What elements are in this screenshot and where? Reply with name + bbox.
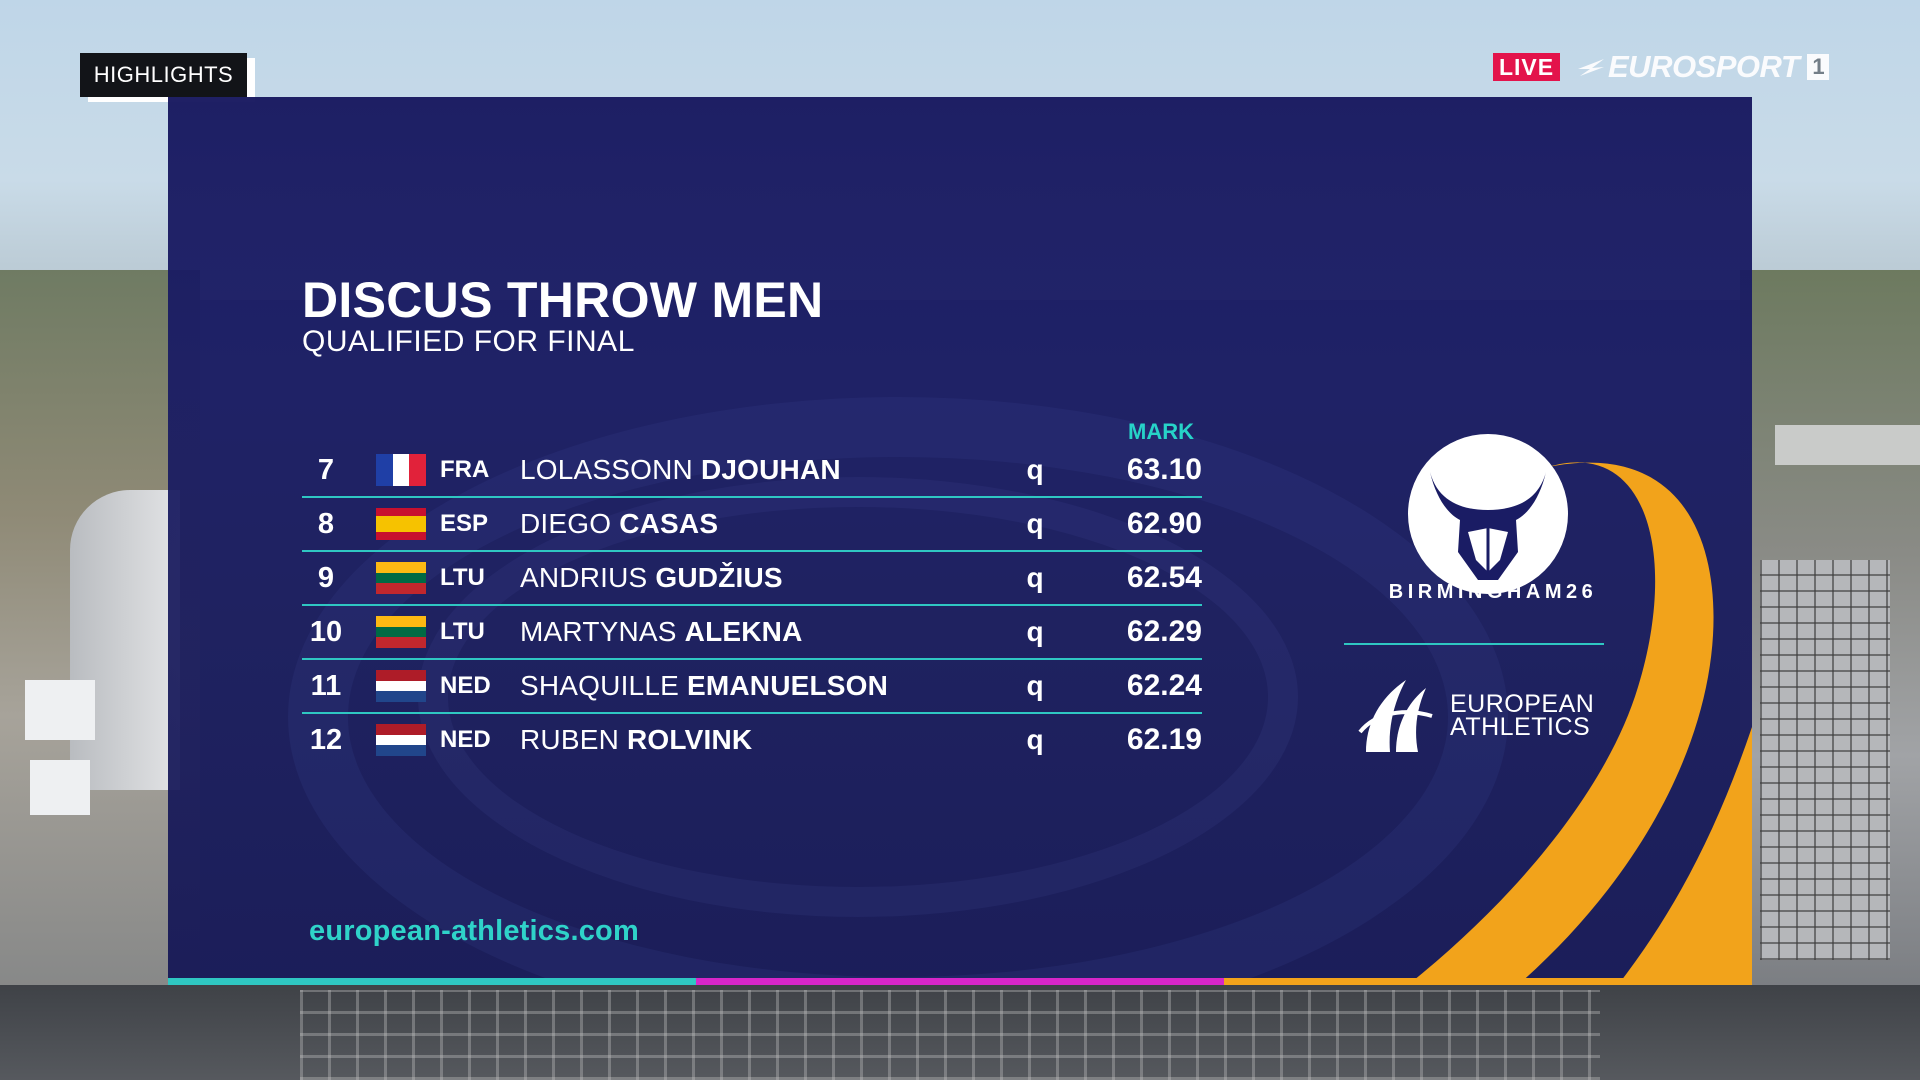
mark-value: 62.19	[1126, 723, 1202, 756]
first-name: LOLASSONN	[520, 454, 693, 485]
country-code: LTU	[440, 618, 485, 645]
org-logo-line2: ATHLETICS	[1450, 713, 1591, 741]
athlete-name: SHAQUILLE EMANUELSON	[520, 670, 1020, 702]
last-name: CASAS	[619, 508, 719, 539]
country-code: NED	[440, 726, 491, 753]
channel-logo: EUROSPORT 1	[1576, 49, 1830, 85]
table-row: 7 FRA LOLASSONN DJOUHAN q 63.10	[302, 444, 1202, 498]
rank: 9	[317, 561, 335, 594]
live-badge: LIVE	[1493, 53, 1560, 81]
ground-bottom	[0, 985, 1920, 1080]
first-name: RUBEN	[520, 724, 620, 755]
first-name: SHAQUILLE	[520, 670, 679, 701]
tricolor-bar	[168, 978, 1752, 985]
qualifier: q	[1026, 562, 1044, 593]
event-title: DISCUS THROW MEN	[302, 272, 824, 328]
mark-value: 62.54	[1126, 561, 1202, 594]
country-code: ESP	[440, 510, 489, 537]
last-name: ROLVINK	[627, 724, 753, 755]
athlete-name: ANDRIUS GUDŽIUS	[520, 562, 1020, 594]
logo-divider	[1344, 643, 1604, 645]
stadium-stand	[70, 490, 180, 790]
flag-lithuania-icon	[376, 616, 426, 648]
org-logo-text: EUROPEAN ATHLETICS	[1450, 690, 1595, 741]
rank: 8	[317, 507, 335, 540]
last-name: DJOUHAN	[700, 454, 841, 485]
birmingham-bull-icon	[1408, 434, 1568, 594]
orange-arc-decoration	[1408, 462, 1752, 985]
country-code: LTU	[440, 564, 485, 591]
scaffold-tower	[1760, 560, 1890, 960]
table-row: 10 LTU MARTYNAS ALEKNA q 62.29	[302, 606, 1202, 660]
athlete-name: RUBEN ROLVINK	[520, 724, 1020, 756]
first-name: DIEGO	[520, 508, 612, 539]
website-url: european-athletics.com	[309, 915, 639, 947]
rank: 10	[309, 615, 343, 648]
first-name: ANDRIUS	[520, 562, 648, 593]
mark-value: 62.29	[1126, 615, 1202, 648]
athlete-name: MARTYNAS ALEKNA	[520, 616, 1020, 648]
athlete-name: LOLASSONN DJOUHAN	[520, 454, 1020, 486]
qualifier: q	[1026, 724, 1044, 755]
qualifier: q	[1026, 616, 1044, 647]
results-table: 7 FRA LOLASSONN DJOUHAN q 63.10 8 ESP DI…	[302, 444, 1202, 766]
flag-spain-icon	[376, 508, 426, 540]
event-logo-text: BIRMINGHAM26	[1388, 581, 1598, 603]
mark-value: 62.24	[1126, 669, 1202, 702]
rank: 7	[317, 453, 335, 486]
rooftops	[1775, 425, 1920, 465]
rank: 12	[309, 723, 343, 756]
channel-number: 1	[1807, 54, 1830, 80]
mark-value: 63.10	[1126, 453, 1202, 486]
scaffolding	[300, 990, 1600, 1080]
last-name: ALEKNA	[684, 616, 803, 647]
highlights-tag: HIGHLIGHTS	[80, 53, 247, 97]
tent	[25, 680, 95, 740]
flag-lithuania-icon	[376, 562, 426, 594]
country-code: NED	[440, 672, 491, 699]
channel-name: EUROSPORT	[1608, 49, 1800, 84]
athlete-name: DIEGO CASAS	[520, 508, 1020, 540]
table-row: 8 ESP DIEGO CASAS q 62.90	[302, 498, 1202, 552]
table-row: 12 NED RUBEN ROLVINK q 62.19	[302, 714, 1202, 766]
mark-column-header: MARK	[1128, 419, 1194, 444]
last-name: GUDŽIUS	[655, 562, 783, 593]
last-name: EMANUELSON	[686, 670, 889, 701]
european-athletics-icon	[1358, 680, 1433, 752]
first-name: MARTYNAS	[520, 616, 677, 647]
flag-france-icon	[376, 454, 426, 486]
event-subtitle: QUALIFIED FOR FINAL	[302, 325, 635, 358]
qualifier: q	[1026, 670, 1044, 701]
flag-netherlands-icon	[376, 724, 426, 756]
qualifier: q	[1026, 454, 1044, 485]
qualifier: q	[1026, 508, 1044, 539]
eurosport-swoosh-icon	[1578, 59, 1604, 76]
rank: 11	[310, 669, 342, 702]
mark-value: 62.90	[1126, 507, 1202, 540]
org-logo-line1: EUROPEAN	[1450, 690, 1595, 718]
table-row: 9 LTU ANDRIUS GUDŽIUS q 62.54	[302, 552, 1202, 606]
table-row: 11 NED SHAQUILLE EMANUELSON q 62.24	[302, 660, 1202, 714]
flag-netherlands-icon	[376, 670, 426, 702]
country-code: FRA	[440, 456, 490, 483]
results-graphic-panel: DISCUS THROW MEN QUALIFIED FOR FINAL MAR…	[168, 97, 1752, 985]
tent	[30, 760, 90, 815]
